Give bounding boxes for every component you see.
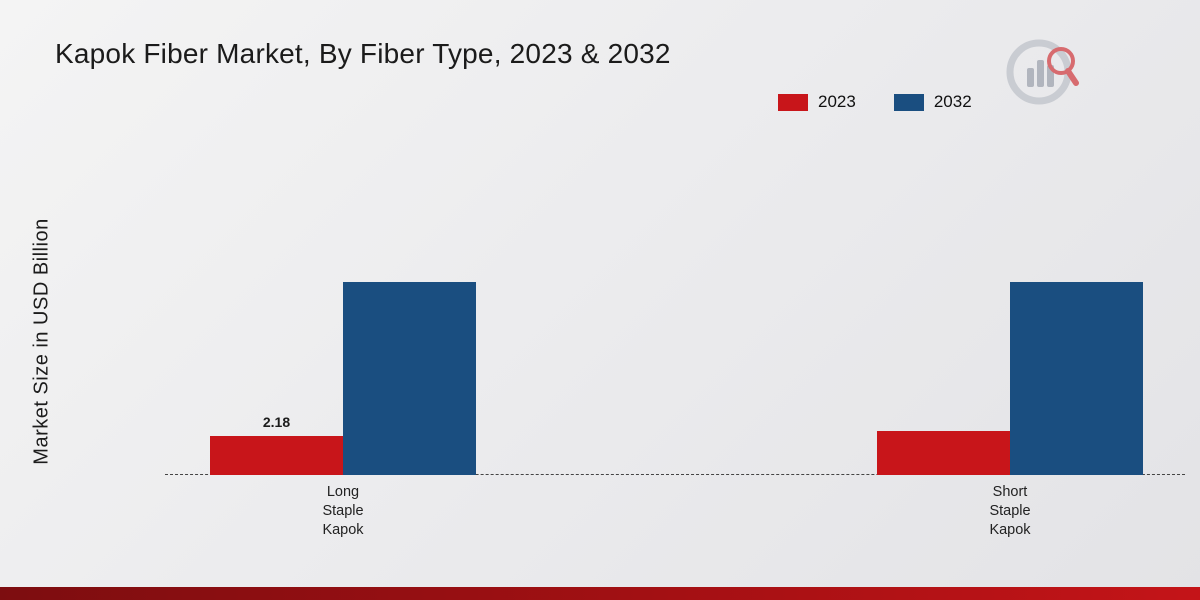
- legend: 2023 2032: [778, 92, 972, 112]
- bar-value-label-2023-long-staple-kapok: 2.18: [262, 413, 291, 430]
- market-research-future-logo: [1006, 39, 1079, 105]
- bar-2023-short-staple-kapok: [877, 430, 1010, 475]
- footer-brand-strip: [0, 587, 1200, 600]
- category-label-long-staple-kapok: Long Staple Kapok: [322, 484, 364, 538]
- bar-2032-long-staple-kapok: [343, 282, 476, 475]
- legend-item-2032: 2032: [893, 92, 972, 112]
- legend-item-2023: 2023: [778, 92, 856, 112]
- bar-2032-short-staple-kapok: [1010, 282, 1143, 475]
- x-axis-baseline: [165, 474, 1185, 475]
- category-label-short-staple-kapok: Short Staple Kapok: [989, 484, 1031, 538]
- y-axis-label: Market Size in USD Billion: [30, 218, 53, 465]
- legend-swatch-2023: [778, 93, 808, 111]
- legend-label-2032: 2032: [933, 92, 972, 111]
- legend-swatch-2032: [893, 93, 924, 111]
- bar-2023-long-staple-kapok: [210, 435, 343, 475]
- chart-title: Kapok Fiber Market, By Fiber Type, 2023 …: [55, 38, 671, 69]
- legend-label-2023: 2023: [818, 92, 856, 111]
- chart-plot-area: Long Staple Kapok Short Staple Kapok 2.18: [165, 150, 1185, 538]
